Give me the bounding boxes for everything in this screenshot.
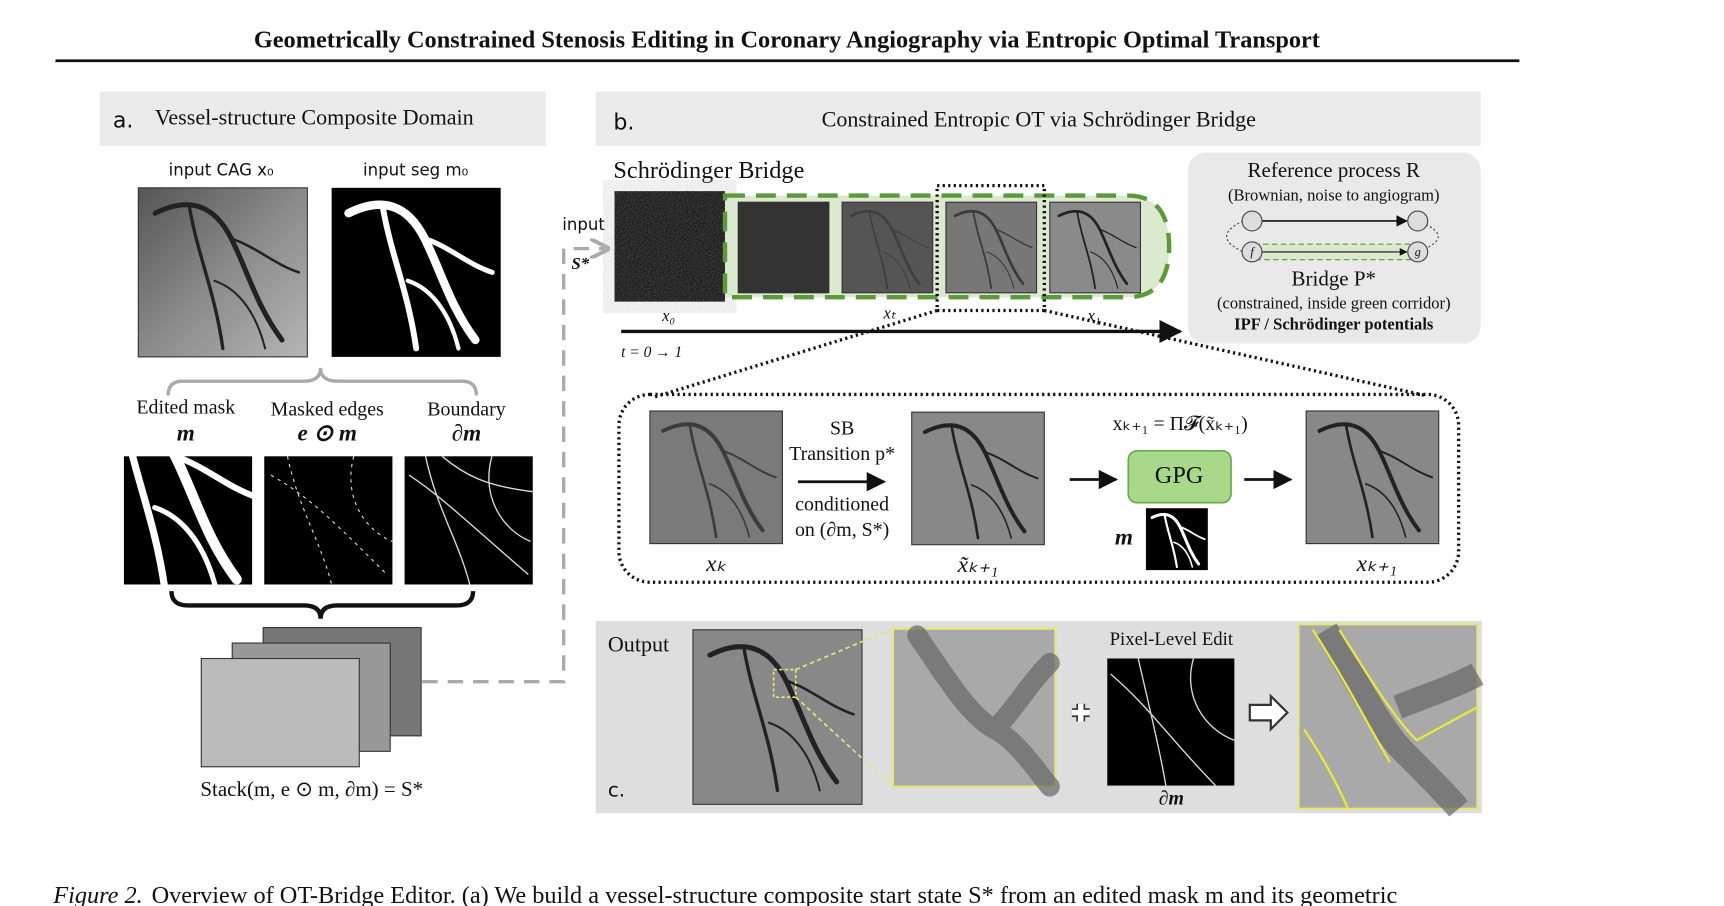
panel-b-header (595, 91, 1481, 146)
zoom-region (772, 668, 797, 699)
state-label: x̃ₖ₊₁ (957, 552, 998, 578)
detail-box (617, 392, 1461, 584)
state-label: xₖ₊₁ (1356, 551, 1397, 577)
brace (169, 590, 476, 619)
angiogram-image (137, 187, 308, 358)
bridge-image (1049, 201, 1141, 294)
reference-title: Reference process R (1248, 158, 1420, 182)
input-label: input (562, 215, 605, 234)
zoom-vessel (907, 625, 1060, 797)
projection: xₖ₊₁ = Π𝓕(x̃ₖ₊₁) (1113, 413, 1248, 435)
noise-texture (614, 191, 725, 302)
item-label: Masked edges (271, 399, 384, 421)
panel-label: a. (113, 108, 134, 134)
item-symbol: ∂m (452, 421, 481, 447)
result-vessel (1315, 623, 1484, 817)
item-symbol: e ⊙ m (298, 421, 357, 447)
boundary-image (1107, 658, 1235, 786)
node (1407, 210, 1429, 232)
caption-text: Overview of OT-Bridge Editor. (a) We bui… (152, 882, 1398, 906)
time-label: t = 0 → 1 (621, 344, 682, 361)
node (1407, 241, 1429, 263)
boundary-image (404, 456, 533, 585)
edges-overlay (270, 456, 393, 585)
input-symbol: S* (572, 254, 590, 273)
bridge-note: (constrained, inside green corridor) (1217, 294, 1451, 313)
node-label: f (1250, 245, 1255, 259)
gpg-box (1127, 449, 1232, 504)
edit-contour (1303, 629, 1478, 810)
pixel-edit-label: Pixel-Level Edit (1110, 629, 1234, 650)
panel-label: c. (608, 779, 625, 802)
section-title: Schrödinger Bridge (613, 157, 804, 184)
gpg-label: GPG (1155, 462, 1204, 489)
state-label: x₀ (661, 306, 675, 325)
bridge-label: Bridge P* (1292, 266, 1377, 290)
plus (1071, 703, 1090, 722)
bridge-image (737, 201, 830, 294)
output-label: Output (608, 631, 669, 656)
bridge-image (841, 201, 934, 294)
state-image (1305, 410, 1440, 545)
node (1241, 241, 1263, 263)
reference-subtitle: (Brownian, noise to angiogram) (1228, 185, 1440, 204)
transition-text: conditioned (795, 494, 889, 516)
node-label: g (1415, 245, 1421, 259)
image-label: input CAG x₀ (169, 161, 274, 180)
stack-formula: Stack(m, e ⊙ m, ∂m) = S* (200, 777, 423, 801)
transition-text: SB (830, 417, 854, 439)
panel-label: b. (613, 110, 634, 136)
zoom-line (795, 627, 894, 788)
boundary-overlay (1110, 658, 1235, 787)
state-label: xₜ (882, 304, 896, 323)
state-label: x₁ (1086, 306, 1100, 325)
caption: Figure 2. Overview of OT-Bridge Editor. (… (52, 882, 1397, 906)
boundary-symbol: ∂m (1159, 787, 1184, 809)
zoom-line (651, 308, 1426, 400)
item-label: Edited mask (136, 396, 235, 418)
item-label: Boundary (427, 399, 505, 421)
connector (422, 249, 608, 684)
caption-prefix: Figure 2. (52, 882, 143, 906)
mask-symbol: m (1115, 525, 1133, 551)
state-label: xₖ (705, 551, 727, 577)
state-image (649, 410, 784, 545)
state-image (911, 411, 1045, 546)
item-symbol: m (177, 421, 195, 447)
masked-edges-image (264, 456, 393, 585)
node (1241, 210, 1263, 232)
figure-title: Geometrically Constrained Stenosis Editi… (254, 27, 1320, 54)
bridge-image (945, 201, 1038, 294)
panel-title: Constrained Entropic OT via Schrödinger … (822, 107, 1257, 132)
brace (166, 367, 479, 396)
transition-text: on (∂m, S*) (795, 519, 889, 541)
stack-layer (200, 657, 360, 768)
boundary-overlay (408, 455, 533, 585)
potentials-label: IPF / Schrödinger potentials (1234, 315, 1434, 334)
image-label: input seg m₀ (363, 161, 469, 180)
transition-text: Transition p* (789, 443, 895, 465)
panel-a-header (99, 91, 547, 146)
panel-title: Vessel-structure Composite Domain (155, 104, 474, 129)
result-arrow (1248, 693, 1289, 732)
